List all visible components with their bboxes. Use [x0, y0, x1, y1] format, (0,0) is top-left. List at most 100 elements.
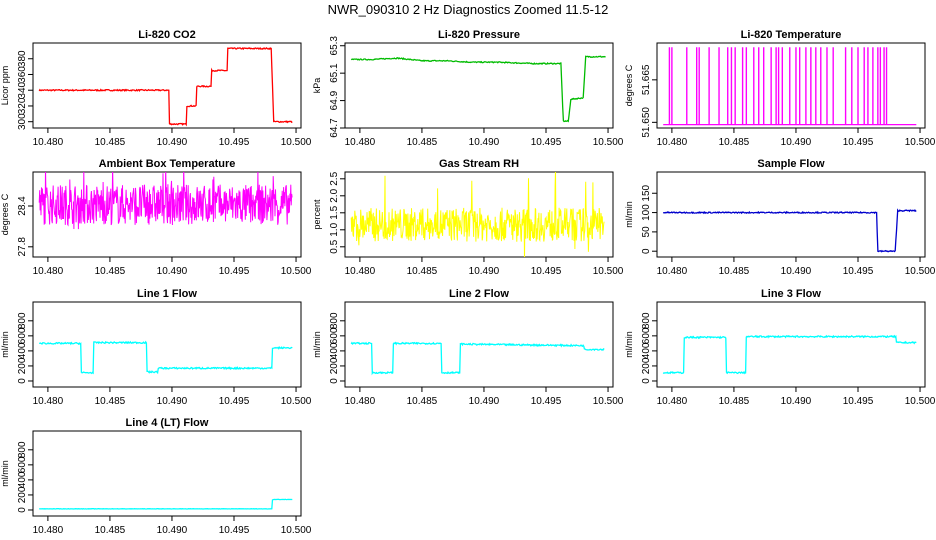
panel-title-rh: Gas Stream RH	[439, 158, 519, 170]
series-line-line2	[350, 341, 605, 376]
x-tick-label: 10.500	[281, 137, 312, 148]
y-axis-label-line2: ml/min	[312, 331, 322, 358]
y-tick-label: 320	[17, 97, 28, 114]
y-tick-label: 65.3	[329, 36, 340, 56]
x-tick-label: 10.495	[219, 137, 250, 148]
panel-rh: Gas Stream RH 10.480 10.485 10.490 10.495 10.…	[312, 158, 624, 277]
y-tick-label: 150	[641, 184, 652, 201]
x-tick-label: 10.500	[281, 266, 312, 277]
chart-panels: Li-820 CO2 10.480 10.485 10.490 10.495 10.500…	[0, 29, 936, 536]
y-tick-label: 800	[329, 312, 340, 329]
y-tick-label: 360	[17, 66, 28, 83]
x-tick-label: 10.485	[95, 266, 126, 277]
y-tick-label: 600	[17, 327, 28, 344]
y-tick-label: 2.0	[329, 188, 340, 202]
x-tick-label: 10.480	[345, 137, 376, 148]
x-tick-label: 10.495	[843, 266, 874, 277]
y-tick-label: 0	[17, 507, 28, 513]
x-tick-label: 10.490	[469, 396, 500, 407]
x-tick-label: 10.480	[33, 396, 64, 407]
y-tick-label: 800	[641, 312, 652, 329]
plot-frame-pressure	[344, 42, 614, 129]
plot-frame-sample_flow	[656, 171, 926, 258]
x-tick-label: 10.490	[157, 525, 188, 536]
figure-title: NWR_090310 2 Hz Diagnostics Zoomed 11.5-…	[328, 2, 609, 17]
y-axis-label-co2: Licor ppm	[0, 66, 10, 106]
x-tick-label: 10.480	[345, 266, 376, 277]
panel-title-temperature: Li-820 Temperature	[741, 29, 842, 41]
y-tick-label: 400	[17, 342, 28, 359]
series-line-sample_flow	[662, 208, 917, 253]
x-tick-label: 10.495	[219, 266, 250, 277]
panel-title-sample_flow: Sample Flow	[757, 158, 825, 170]
y-tick-label: 1.0	[329, 222, 340, 236]
plot-frame-box_temp	[32, 171, 302, 258]
y-tick-label: 50	[641, 226, 652, 238]
x-tick-label: 10.480	[657, 396, 688, 407]
panel-title-box_temp: Ambient Box Temperature	[99, 158, 236, 170]
x-tick-label: 10.485	[407, 396, 438, 407]
y-tick-label: 340	[17, 81, 28, 98]
x-tick-label: 10.480	[657, 137, 688, 148]
x-tick-label: 10.485	[407, 266, 438, 277]
x-tick-label: 10.500	[905, 137, 936, 148]
x-tick-label: 10.495	[219, 525, 250, 536]
x-tick-label: 10.490	[781, 396, 812, 407]
x-tick-label: 10.480	[33, 137, 64, 148]
x-tick-label: 10.485	[719, 396, 750, 407]
plot-frame-line1	[32, 301, 302, 388]
panel-title-co2: Li-820 CO2	[138, 29, 195, 41]
x-tick-label: 10.500	[281, 525, 312, 536]
plot-frame-line2	[344, 301, 614, 388]
x-tick-label: 10.500	[593, 396, 624, 407]
panel-box_temp: Ambient Box Temperature 10.480 10.485 10.49…	[0, 158, 312, 277]
y-tick-label: 51.665	[641, 64, 652, 95]
y-tick-label: 600	[17, 456, 28, 473]
panel-line1: Line 1 Flow 10.480 10.485 10.490 10.495 10.50…	[0, 288, 312, 407]
y-tick-label: 100	[641, 204, 652, 221]
y-tick-label: 0	[329, 378, 340, 384]
y-tick-label: 200	[641, 357, 652, 374]
x-tick-label: 10.490	[781, 137, 812, 148]
plot-frame-co2	[32, 42, 302, 129]
x-tick-label: 10.480	[33, 266, 64, 277]
y-tick-label: 1.5	[329, 205, 340, 219]
y-tick-label: 0	[17, 378, 28, 384]
y-tick-label: 2.5	[329, 171, 340, 185]
y-axis-label-temperature: degrees C	[624, 64, 634, 106]
x-tick-label: 10.495	[843, 396, 874, 407]
panel-line2: Line 2 Flow 10.480 10.485 10.490 10.495 10.50…	[312, 288, 624, 407]
x-tick-label: 10.485	[719, 137, 750, 148]
panel-temperature: Li-820 Temperature 10.480 10.485 10.490 10.4…	[624, 29, 936, 148]
x-tick-label: 10.490	[469, 137, 500, 148]
plot-frame-line3	[656, 301, 926, 388]
y-tick-label: 400	[17, 471, 28, 488]
y-tick-label: 200	[17, 357, 28, 374]
series-line-line1	[39, 340, 293, 375]
series-line-box_temp	[38, 172, 293, 230]
x-tick-label: 10.500	[905, 266, 936, 277]
x-tick-label: 10.480	[33, 525, 64, 536]
y-tick-label: 65.1	[329, 63, 340, 83]
y-tick-label: 64.7	[329, 118, 340, 138]
y-tick-label: 0.5	[329, 239, 340, 253]
y-axis-label-line1: ml/min	[0, 331, 10, 358]
panel-title-pressure: Li-820 Pressure	[438, 29, 520, 41]
x-tick-label: 10.500	[281, 396, 312, 407]
x-tick-label: 10.480	[345, 396, 376, 407]
x-tick-label: 10.490	[157, 137, 188, 148]
panel-sample_flow: Sample Flow 10.480 10.485 10.490 10.495 10.50…	[624, 158, 936, 277]
x-tick-label: 10.500	[905, 396, 936, 407]
panel-title-line2: Line 2 Flow	[449, 288, 509, 300]
x-tick-label: 10.485	[95, 396, 126, 407]
x-tick-label: 10.500	[593, 266, 624, 277]
y-axis-label-line3: ml/min	[624, 331, 634, 358]
y-tick-label: 380	[17, 50, 28, 67]
y-tick-label: 600	[329, 327, 340, 344]
panel-title-line4: Line 4 (LT) Flow	[126, 417, 209, 429]
y-tick-label: 0	[641, 248, 652, 254]
series-line-line4	[39, 498, 293, 510]
y-tick-label: 300	[17, 113, 28, 130]
x-tick-label: 10.495	[219, 396, 250, 407]
